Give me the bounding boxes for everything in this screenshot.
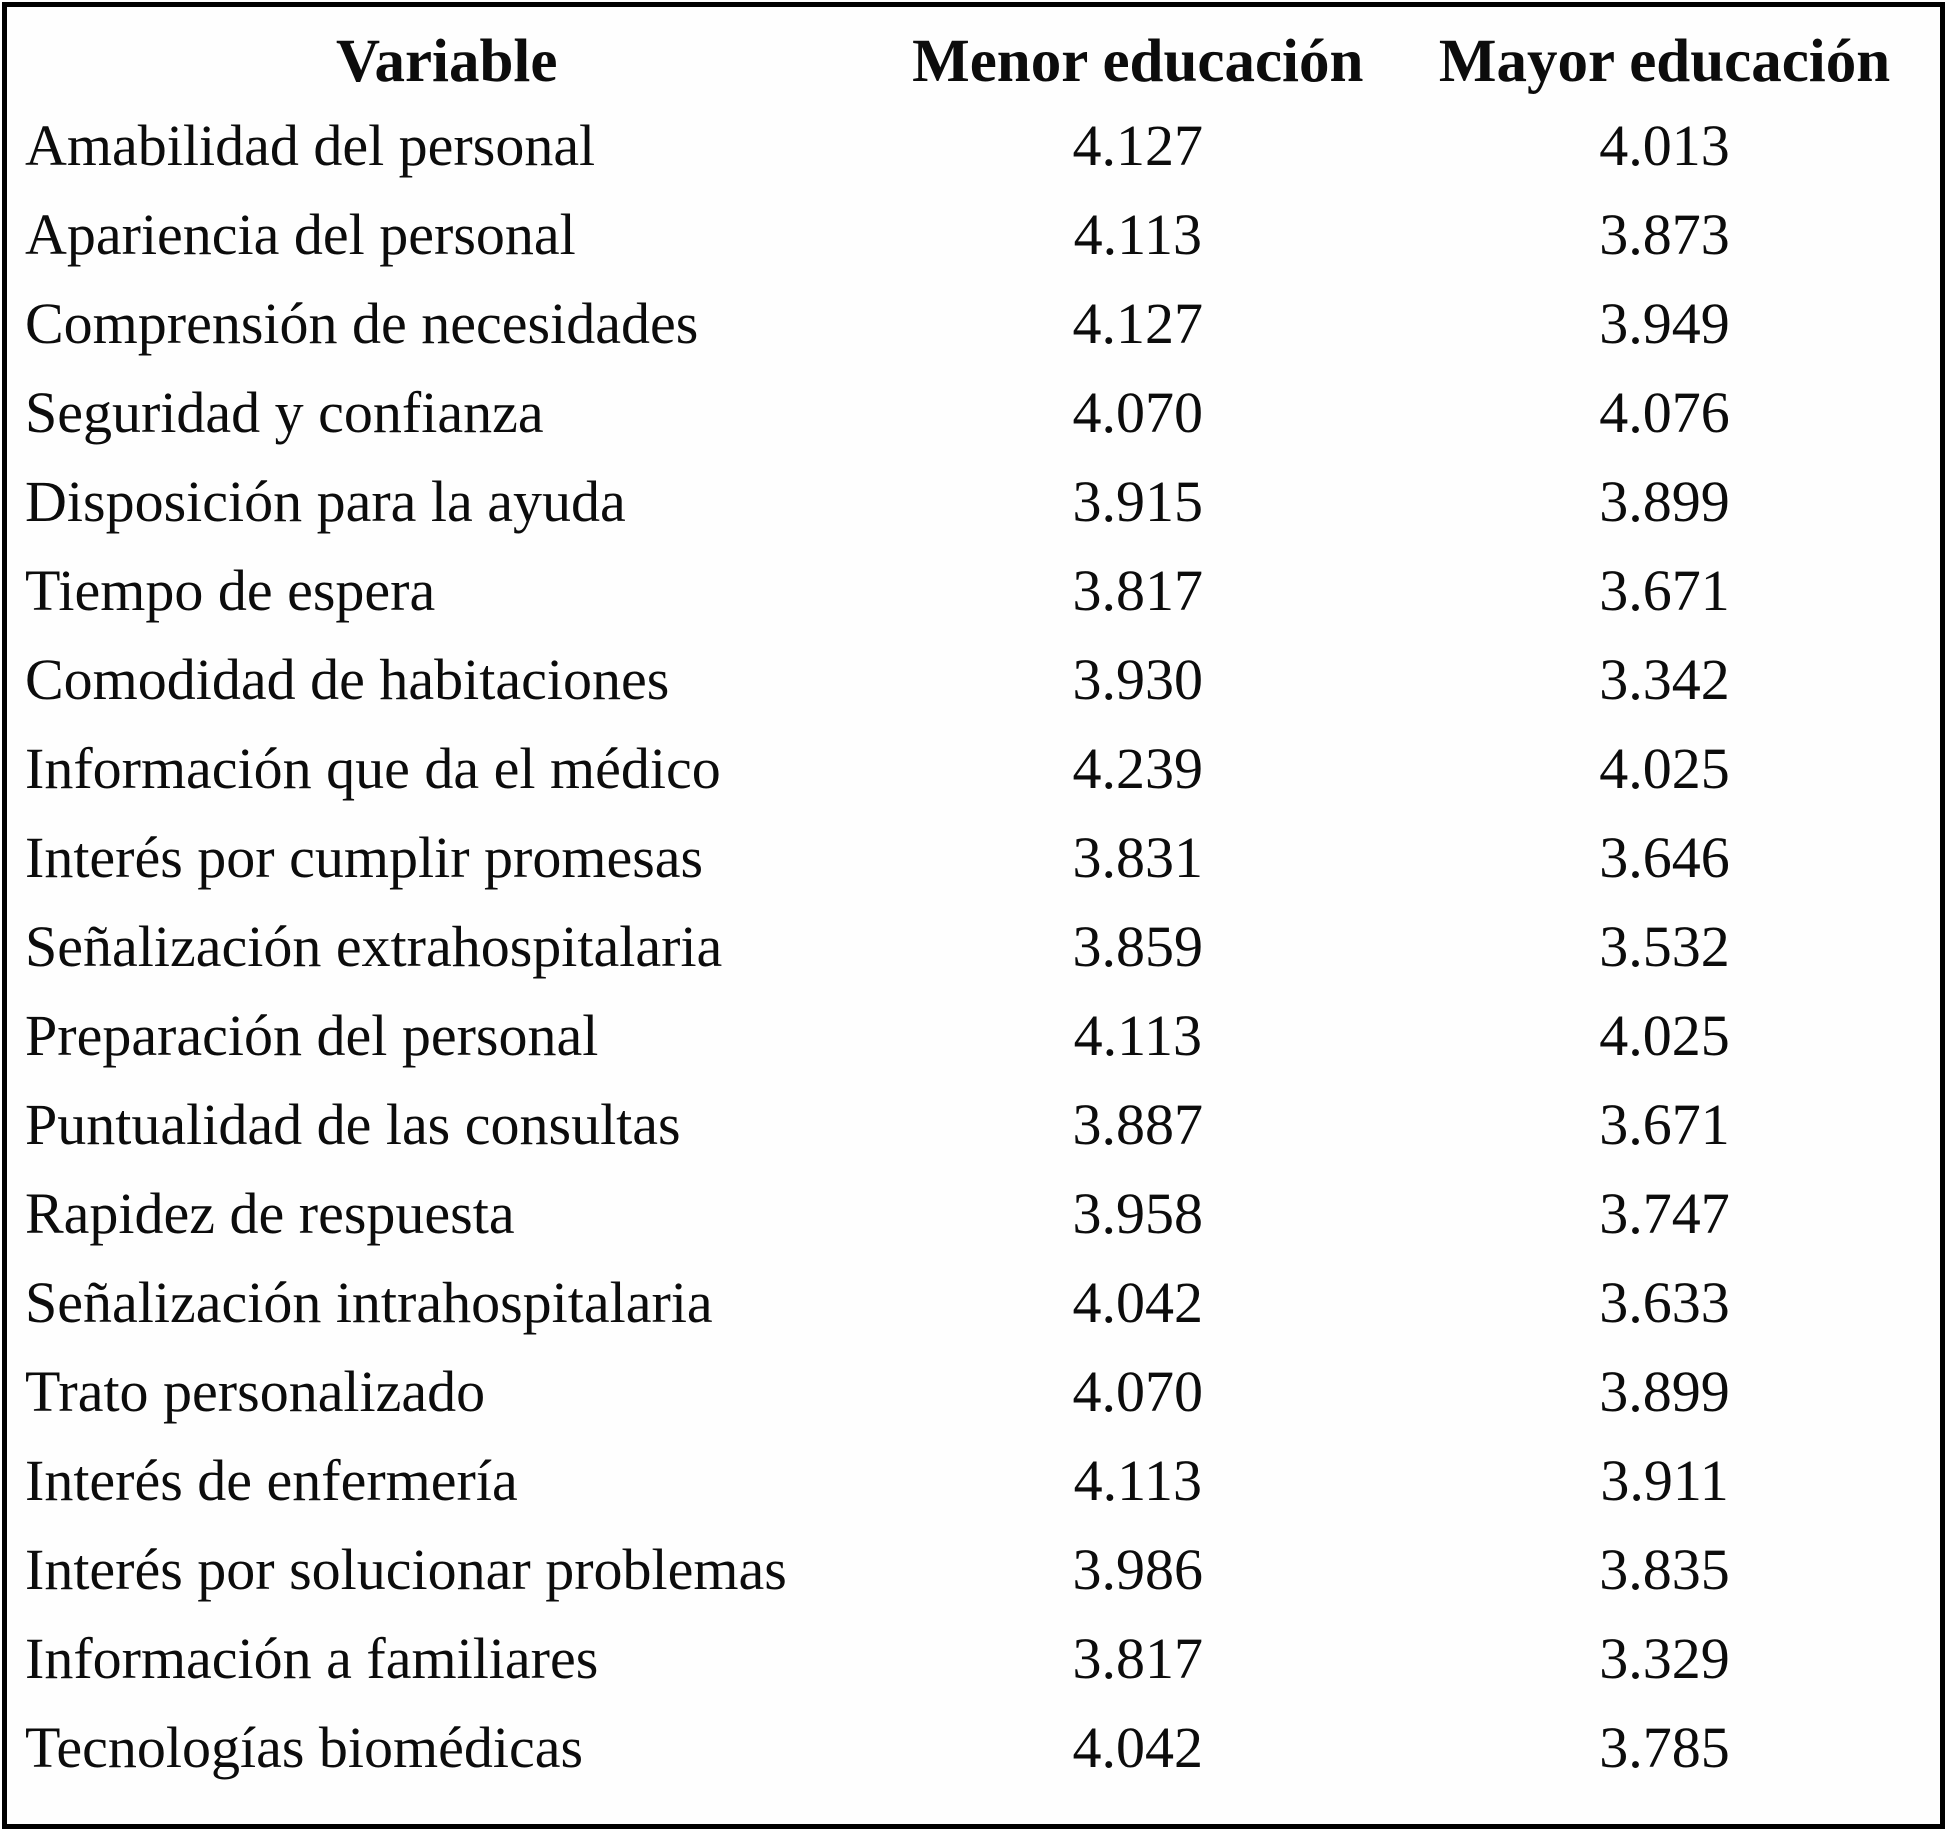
table-row: Interés por solucionar problemas 3.986 3… [7,1525,1940,1614]
variable-name: Rapidez de respuesta [25,1180,515,1246]
table-row: Información a familiares 3.817 3.329 [7,1614,1940,1703]
variable-name: Información que da el médico [25,735,721,801]
table-row: Interés por cumplir promesas 3.831 3.646 [7,813,1940,902]
variable-name: Seguridad y confianza [25,379,544,445]
variable-name: Información a familiares [25,1625,599,1691]
variable-name: Amabilidad del personal [25,112,596,178]
variable-name: Señalización intrahospitalaria [25,1269,713,1335]
mayor-educacion-value: 3.646 [1599,824,1730,890]
table-row: Tecnologías biomédicas 4.042 3.785 [7,1703,1940,1792]
mayor-educacion-value: 3.899 [1599,1358,1730,1424]
table-row: Información que da el médico 4.239 4.025 [7,724,1940,813]
mayor-educacion-value: 3.532 [1599,913,1730,979]
menor-educacion-value: 4.070 [1072,1358,1204,1424]
menor-educacion-value: 3.930 [1072,646,1204,712]
menor-educacion-value: 3.915 [1072,468,1204,534]
column-header-menor-educacion: Menor educación [912,27,1364,95]
variable-name: Comprensión de necesidades [25,290,699,356]
menor-educacion-value: 4.127 [1072,112,1204,178]
menor-educacion-value: 4.127 [1072,290,1204,356]
table-header-row: Variable Menor educación Mayor educación [7,21,1940,101]
table-row: Puntualidad de las consultas 3.887 3.671 [7,1080,1940,1169]
mayor-educacion-value: 3.747 [1599,1180,1730,1246]
mayor-educacion-value: 4.025 [1599,1002,1730,1068]
menor-educacion-value: 3.986 [1072,1536,1204,1602]
mayor-educacion-value: 4.013 [1599,112,1730,178]
variable-name: Interés de enfermería [25,1447,518,1513]
menor-educacion-value: 4.070 [1072,379,1204,445]
menor-educacion-value: 4.113 [1073,201,1202,267]
table-row: Comprensión de necesidades 4.127 3.949 [7,279,1940,368]
table-body: Amabilidad del personal 4.127 4.013 Apar… [7,101,1940,1792]
menor-educacion-value: 4.113 [1073,1447,1202,1513]
mayor-educacion-value: 3.329 [1599,1625,1730,1691]
menor-educacion-value: 3.958 [1072,1180,1204,1246]
menor-educacion-value: 3.887 [1072,1091,1204,1157]
column-header-variable: Variable [336,27,558,95]
table-row: Apariencia del personal 4.113 3.873 [7,190,1940,279]
variable-name: Comodidad de habitaciones [25,646,670,712]
variable-name: Apariencia del personal [25,201,576,267]
table-row: Preparación del personal 4.113 4.025 [7,991,1940,1080]
table-row: Rapidez de respuesta 3.958 3.747 [7,1169,1940,1258]
menor-educacion-value: 3.817 [1072,557,1204,623]
table-row: Trato personalizado 4.070 3.899 [7,1347,1940,1436]
menor-educacion-value: 3.831 [1072,824,1204,890]
variable-name: Trato personalizado [25,1358,486,1424]
variable-name: Tecnologías biomédicas [25,1714,584,1780]
column-header-mayor-educacion: Mayor educación [1438,27,1891,95]
mayor-educacion-value: 3.873 [1599,201,1730,267]
mayor-educacion-value: 3.633 [1599,1269,1730,1335]
table-row: Señalización intrahospitalaria 4.042 3.6… [7,1258,1940,1347]
mayor-educacion-value: 3.949 [1599,290,1730,356]
mayor-educacion-value: 3.785 [1599,1714,1730,1780]
variable-name: Tiempo de espera [25,557,436,623]
variable-name: Preparación del personal [25,1002,599,1068]
variable-name: Disposición para la ayuda [25,468,626,534]
mayor-educacion-value: 3.911 [1600,1447,1729,1513]
menor-educacion-value: 4.113 [1073,1002,1202,1068]
mayor-educacion-value: 4.025 [1599,735,1730,801]
table-row: Seguridad y confianza 4.070 4.076 [7,368,1940,457]
table-row: Señalización extrahospitalaria 3.859 3.5… [7,902,1940,991]
variable-name: Interés por cumplir promesas [25,824,704,890]
menor-educacion-value: 3.859 [1072,913,1204,979]
table-row: Disposición para la ayuda 3.915 3.899 [7,457,1940,546]
variable-name: Interés por solucionar problemas [25,1536,787,1602]
table-row: Interés de enfermería 4.113 3.911 [7,1436,1940,1525]
variable-name: Señalización extrahospitalaria [25,913,723,979]
mayor-educacion-value: 3.835 [1599,1536,1730,1602]
mayor-educacion-value: 3.671 [1599,557,1730,623]
menor-educacion-value: 3.817 [1072,1625,1204,1691]
menor-educacion-value: 4.042 [1072,1269,1204,1335]
menor-educacion-value: 4.239 [1072,735,1204,801]
mayor-educacion-value: 3.899 [1599,468,1730,534]
mayor-educacion-value: 4.076 [1599,379,1730,445]
table-row: Amabilidad del personal 4.127 4.013 [7,101,1940,190]
table-row: Tiempo de espera 3.817 3.671 [7,546,1940,635]
table-row: Comodidad de habitaciones 3.930 3.342 [7,635,1940,724]
mayor-educacion-value: 3.342 [1599,646,1730,712]
menor-educacion-value: 4.042 [1072,1714,1204,1780]
mayor-educacion-value: 3.671 [1599,1091,1730,1157]
variable-name: Puntualidad de las consultas [25,1091,681,1157]
